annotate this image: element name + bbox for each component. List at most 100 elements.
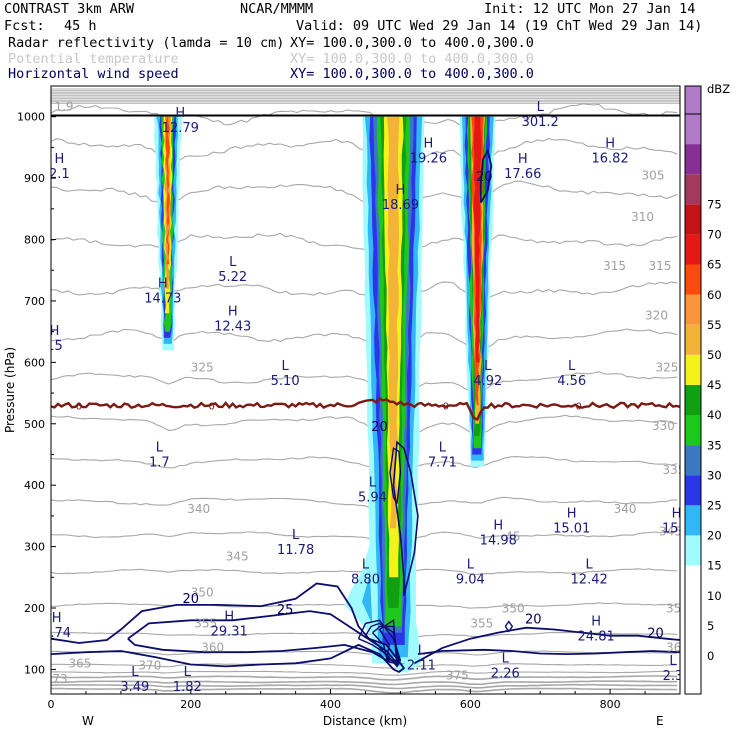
high-low-value: 14.98 xyxy=(480,534,517,549)
theta-contour-line xyxy=(51,281,678,308)
reflectivity-shading xyxy=(153,116,496,673)
east-label: E xyxy=(656,714,664,728)
theta-label: 340 xyxy=(187,502,210,516)
wind-label: 20 xyxy=(371,420,388,435)
wind-contour-line xyxy=(479,147,493,204)
colorbar-tick-label: 65 xyxy=(707,258,722,272)
high-low-value: 5.22 xyxy=(218,270,247,285)
theta-label: 310 xyxy=(631,210,654,224)
colorbar-swatch xyxy=(685,354,701,385)
theta-label: 315 xyxy=(603,259,626,273)
freezing-level-label: 0 xyxy=(76,401,82,412)
colorbar-tick-label: 20 xyxy=(707,529,722,543)
high-low-marker: H xyxy=(605,137,615,152)
y-tick-label: 700 xyxy=(24,295,45,308)
freezing-level: 0 0 0 0 xyxy=(51,114,680,421)
colorbar-tick-label: 50 xyxy=(707,348,722,362)
high-low-value: 301.2 xyxy=(522,115,559,130)
high-low-value: 24.81 xyxy=(578,629,615,644)
forecast-label: Fcst: xyxy=(4,18,45,34)
high-low-value: 16.82 xyxy=(592,152,629,167)
init-time: Init: 12 UTC Mon 27 Jan 14 xyxy=(484,1,695,17)
wind-contour-line xyxy=(413,626,680,665)
high-low-value: 29.31 xyxy=(211,625,248,640)
colorbar-tick-label: 75 xyxy=(707,198,722,212)
high-low-marker: H xyxy=(228,304,238,319)
y-axis-label: Pressure (hPa) xyxy=(3,347,17,433)
colorbar-tick-label: 10 xyxy=(707,589,722,603)
colorbar-swatch xyxy=(685,234,701,265)
high-low-marker: L xyxy=(669,654,677,669)
colorbar-tick-label: 25 xyxy=(707,499,722,513)
model-title: CONTRAST 3km ARW xyxy=(4,1,135,17)
y-tick-label: 300 xyxy=(24,541,45,554)
high-low-marker: L xyxy=(156,441,164,456)
y-tick-label: 400 xyxy=(24,479,45,492)
theta-label: 355 xyxy=(194,617,217,631)
high-low-value: 2.26 xyxy=(491,666,520,681)
colorbar-swatch xyxy=(685,571,701,602)
high-low-value: 12.43 xyxy=(214,319,251,334)
high-low-marker: H xyxy=(424,137,434,152)
theta-contour-line xyxy=(51,103,678,130)
theta-label: 340 xyxy=(614,502,637,516)
y-tick-label: 800 xyxy=(24,234,45,247)
wind-contour-line xyxy=(371,625,399,664)
y-tick-label: 900 xyxy=(24,172,45,185)
high-low-marker: L xyxy=(292,528,300,543)
high-low-marker: H xyxy=(396,183,406,198)
theta-label: 360 xyxy=(666,641,689,655)
colorbar-swatch xyxy=(685,174,701,205)
high-low-marker: L xyxy=(502,651,510,666)
wind-contour-line xyxy=(389,447,402,504)
high-low-marker: L xyxy=(131,665,139,680)
freezing-level-label: 0 xyxy=(209,401,215,412)
y-tick-label: 200 xyxy=(24,602,45,615)
wind-contour-line xyxy=(392,440,419,596)
colorbar-tick-label: 40 xyxy=(707,408,722,422)
wind-label: 20 xyxy=(476,170,493,185)
theta-label: 365 xyxy=(68,657,91,671)
high-low-marker: H xyxy=(591,614,601,629)
wind-contour-line xyxy=(127,610,400,665)
theta-contour-line xyxy=(51,650,678,657)
high-low-marker: H xyxy=(50,324,60,339)
high-low-marker: L xyxy=(439,441,447,456)
colorbar-swatch xyxy=(685,384,701,415)
high-low-value: 12.79 xyxy=(162,121,199,136)
freezing-level-line xyxy=(51,397,680,421)
field-xy-theta: XY= 100.0,300.0 to 400.0,300.0 xyxy=(290,51,534,67)
theta-contour-line xyxy=(51,371,678,393)
field-xy-wind: XY= 100.0,300.0 to 400.0,300.0 xyxy=(290,66,534,82)
colorbar: dBZ 0 5 10 15 20 25 30 35 40 45 50 55 60 65 70 75 xyxy=(684,82,730,695)
freezing-level-label: 0 xyxy=(575,401,581,412)
reflectivity-band xyxy=(473,116,482,363)
high-low-value: 14.73 xyxy=(144,292,181,307)
theta-label: 350 xyxy=(191,585,214,599)
wind-contour-line xyxy=(364,622,400,666)
field-name-reflectivity: Radar reflectivity (lamda = 10 cm) xyxy=(8,35,284,51)
colorbar-swatch xyxy=(684,85,702,115)
theta-contour-line xyxy=(51,414,678,441)
colorbar-unit: dBZ xyxy=(707,82,730,96)
theta-label: 350 xyxy=(502,601,525,615)
colorbar-tick-label: 45 xyxy=(707,378,722,392)
colorbar-tick-label: 5 xyxy=(707,619,714,633)
wind-contour-line xyxy=(378,619,400,662)
high-low-marker: L xyxy=(282,359,290,374)
colorbar-tick-label: 60 xyxy=(707,288,722,302)
high-low-value: 4.74 xyxy=(42,626,71,641)
valid-time: Valid: 09 UTC Wed 29 Jan 14 (19 ChT Wed … xyxy=(296,18,702,34)
wind-label: 20 xyxy=(183,592,200,607)
high-low-marker: H xyxy=(54,152,64,167)
theta-contour-line xyxy=(51,687,678,694)
x-axis-label: Distance (km) xyxy=(323,714,407,728)
colorbar-tick-label: 70 xyxy=(707,228,722,242)
theta-label: 360 xyxy=(201,641,224,655)
colorbar-swatch xyxy=(685,445,701,476)
theta-label: 305 xyxy=(642,168,665,182)
colorbar-swatch xyxy=(685,505,701,536)
forecast-hour: 45 h xyxy=(64,18,97,34)
